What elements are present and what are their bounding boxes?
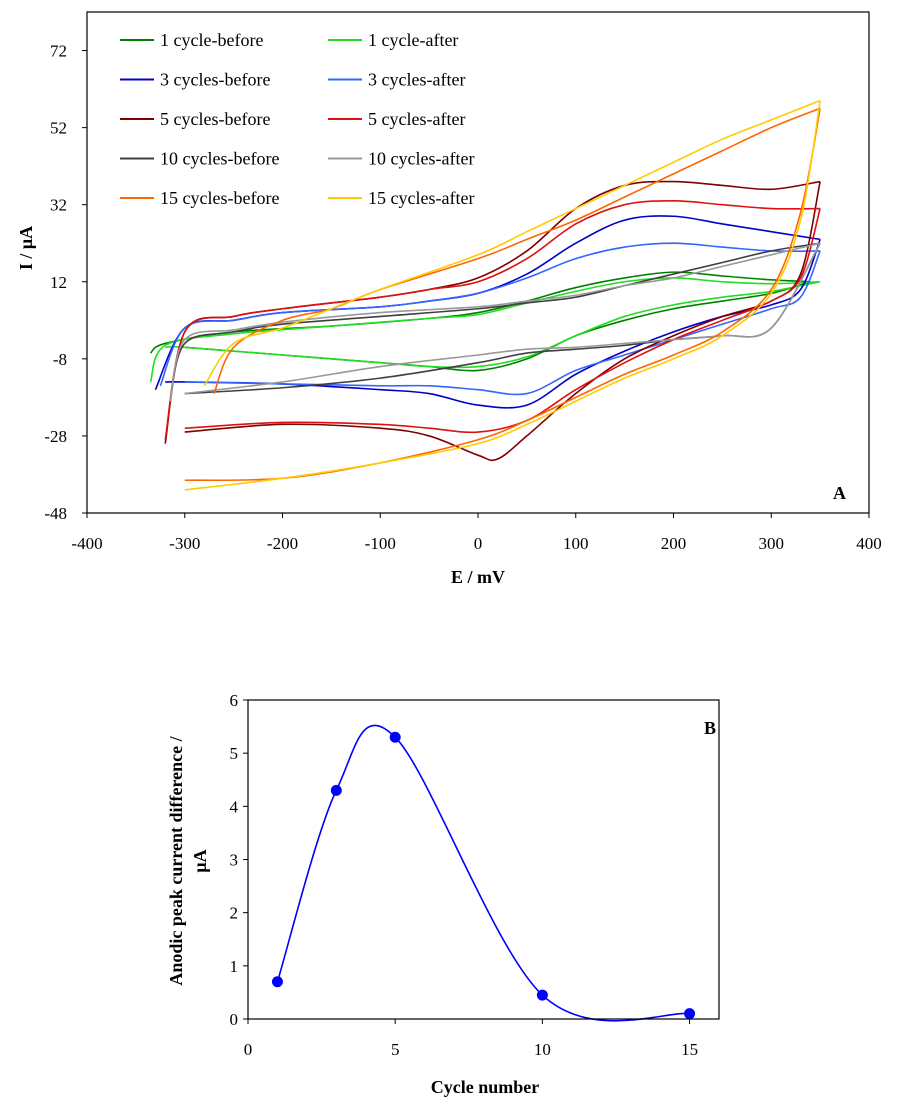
cv-curve-1-cycle-after <box>149 277 821 383</box>
cv-curve-1-cycle-before <box>149 271 811 372</box>
cv-curve-5-cycles-after <box>164 200 821 440</box>
legend-label-1-cycle-after: 1 cycle-after <box>368 30 458 50</box>
x-tick-label-a: -400 <box>71 534 102 553</box>
y-tick-label-b: 0 <box>230 1010 239 1029</box>
x-tick-label-b: 5 <box>391 1040 400 1059</box>
y-axis-title-b-line1: Anodic peak current difference / <box>166 735 186 985</box>
x-tick-label-a: 200 <box>661 534 687 553</box>
x-tick-label-b: 10 <box>534 1040 551 1059</box>
x-tick-label-b: 15 <box>681 1040 698 1059</box>
y-tick-label-b: 2 <box>230 904 239 923</box>
y-axis-title-a: I / μA <box>16 226 36 270</box>
cv-curve-3-cycles-after <box>159 242 821 396</box>
x-tick-label-a: 100 <box>563 534 589 553</box>
panel-label-b: B <box>704 718 716 738</box>
cv-curve-15-cycles-after <box>184 99 821 491</box>
y-tick-label-a: 72 <box>50 42 67 61</box>
x-tick-label-a: -300 <box>169 534 200 553</box>
y-tick-label-a: 12 <box>50 273 67 292</box>
y-tick-label-a: -48 <box>44 504 67 523</box>
data-point <box>271 976 283 988</box>
axis-ticks-b: 0 5 10 15 0 1 2 3 4 5 6 <box>230 691 699 1059</box>
y-tick-label-b: 4 <box>230 797 239 816</box>
x-tick-label-a: -100 <box>365 534 396 553</box>
x-tick-label-a: -200 <box>267 534 298 553</box>
smooth-curve-group <box>276 724 690 1022</box>
legend-label-10-cycles-after: 10 cycles-after <box>368 149 474 169</box>
x-tick-label-b: 0 <box>244 1040 253 1059</box>
y-tick-label-a: 32 <box>50 196 67 215</box>
legend-label-5-cycles-after: 5 cycles-after <box>368 109 465 129</box>
y-tick-label-b: 3 <box>230 851 239 870</box>
legend-label-3-cycles-before: 3 cycles-before <box>160 70 270 90</box>
y-tick-label-b: 6 <box>230 691 239 710</box>
plot-frame-b <box>247 699 720 1020</box>
cv-series-group <box>149 99 821 491</box>
y-tick-label-b: 5 <box>230 744 239 763</box>
legend-label-10-cycles-before: 10 cycles-before <box>160 149 279 169</box>
x-axis-title-b: Cycle number <box>431 1077 539 1097</box>
data-point <box>389 731 401 743</box>
y-tick-label-a: 52 <box>50 119 67 138</box>
legend-label-15-cycles-after: 15 cycles-after <box>368 188 474 208</box>
legend-label-3-cycles-after: 3 cycles-after <box>368 70 465 90</box>
legend-label-15-cycles-before: 15 cycles-before <box>160 188 279 208</box>
axis-ticks-a: -400 -300 -200 -100 0 100 200 300 400 -48 -28 -8 12 3… <box>44 42 881 553</box>
smooth-curve <box>276 724 690 1022</box>
y-tick-label-a: -28 <box>44 427 67 446</box>
y-axis-title-b-line2: μA <box>190 849 210 872</box>
panel-label-a: A <box>833 483 846 503</box>
data-point <box>684 1008 696 1020</box>
legend-label-5-cycles-before: 5 cycles-before <box>160 109 270 129</box>
x-tick-label-a: 400 <box>856 534 882 553</box>
data-point <box>330 784 342 796</box>
cv-curve-10-cycles-after <box>169 242 821 402</box>
legend-label-1-cycle-before: 1 cycle-before <box>160 30 263 50</box>
x-axis-title-a: E / mV <box>451 567 505 587</box>
y-tick-label-a: -8 <box>53 350 67 369</box>
x-tick-label-a: 0 <box>474 534 483 553</box>
data-point <box>536 989 548 1001</box>
scatter-points-group <box>271 731 696 1020</box>
legend: 1 cycle-before 1 cycle-after 3 cycles-befo… <box>120 30 474 208</box>
x-tick-label-a: 300 <box>759 534 785 553</box>
y-tick-label-b: 1 <box>230 957 239 976</box>
